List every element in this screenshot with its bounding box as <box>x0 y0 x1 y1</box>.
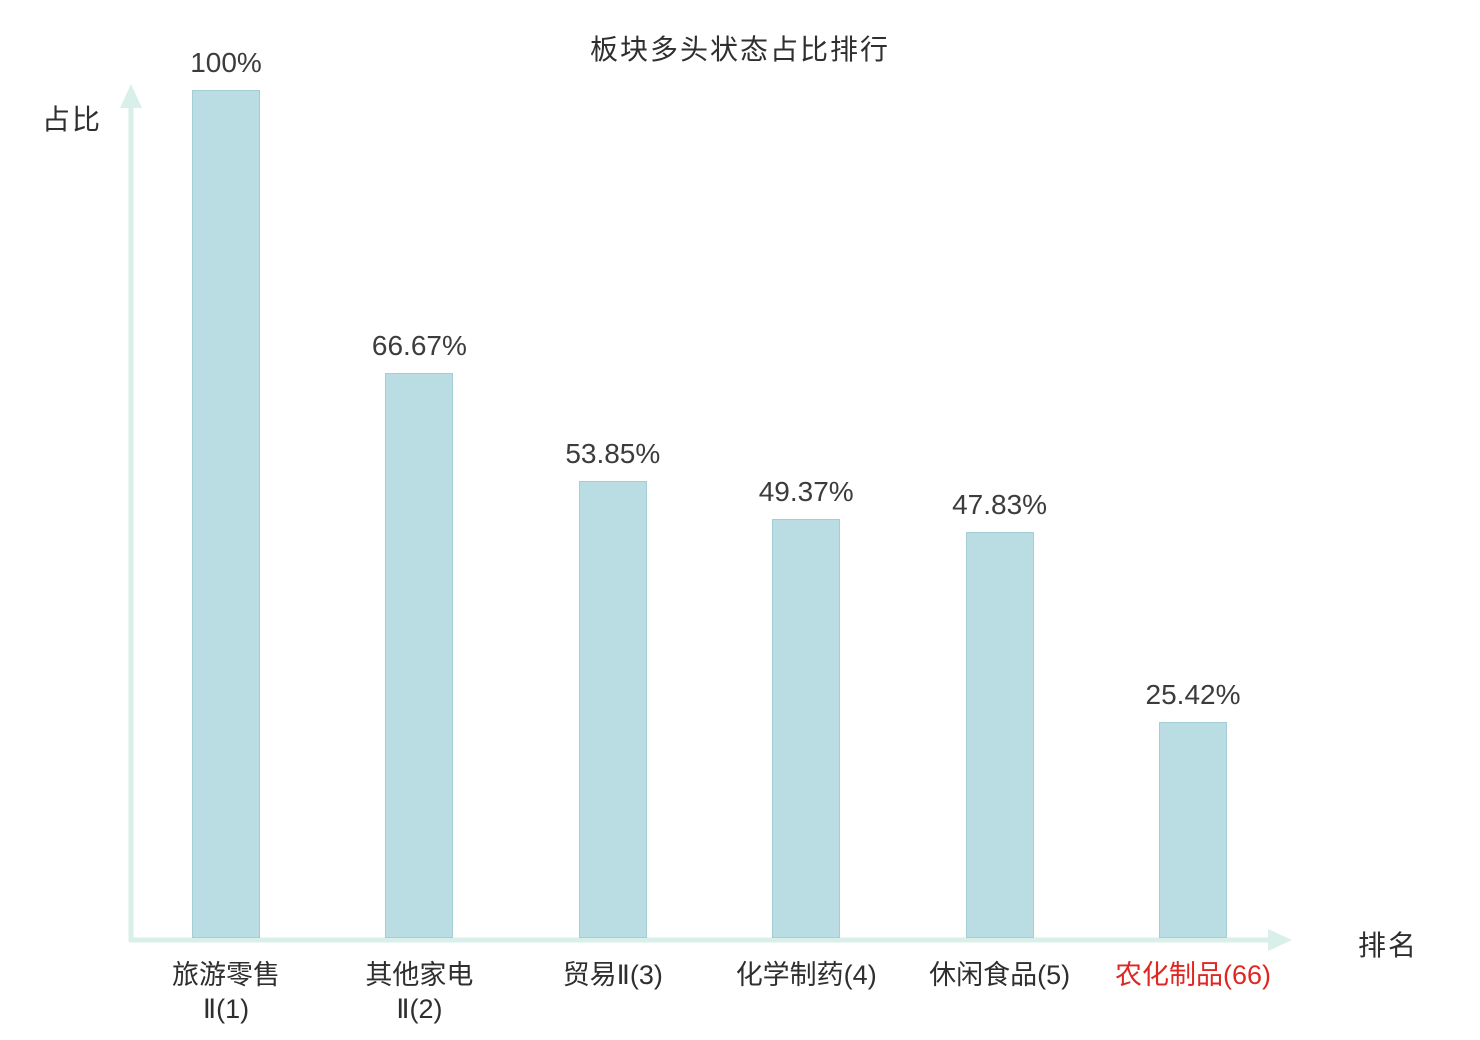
bar-category-label: 贸易Ⅱ(3) <box>562 960 663 990</box>
bar-value-label: 25.42% <box>1145 679 1241 711</box>
bar-value-label: 53.85% <box>565 438 661 470</box>
bar-category-label: 化学制药(4) <box>735 960 877 990</box>
bar <box>1159 722 1227 938</box>
chart-title: 板块多头状态占比排行 <box>589 34 890 65</box>
bar <box>192 90 260 938</box>
bar-value-label: 66.67% <box>371 329 467 361</box>
bar-category-label: 农化制品(66) <box>1114 960 1271 990</box>
bar <box>965 532 1034 938</box>
bar <box>385 372 454 938</box>
bar <box>578 481 647 938</box>
bar-value-label: 100% <box>190 47 262 78</box>
bar-value-label: 49.37% <box>758 476 854 508</box>
bar-category-label: 旅游零售 Ⅱ(1) <box>172 960 280 1024</box>
bar-category-label: 其他家电 Ⅱ(2) <box>365 960 474 1024</box>
y-axis-label: 占比 <box>42 104 103 135</box>
bar-category-label: 休闲食品(5) <box>929 960 1071 990</box>
x-axis-label: 排名 <box>1358 930 1419 961</box>
bar-value-label: 47.83% <box>952 489 1048 521</box>
bar <box>772 519 841 938</box>
